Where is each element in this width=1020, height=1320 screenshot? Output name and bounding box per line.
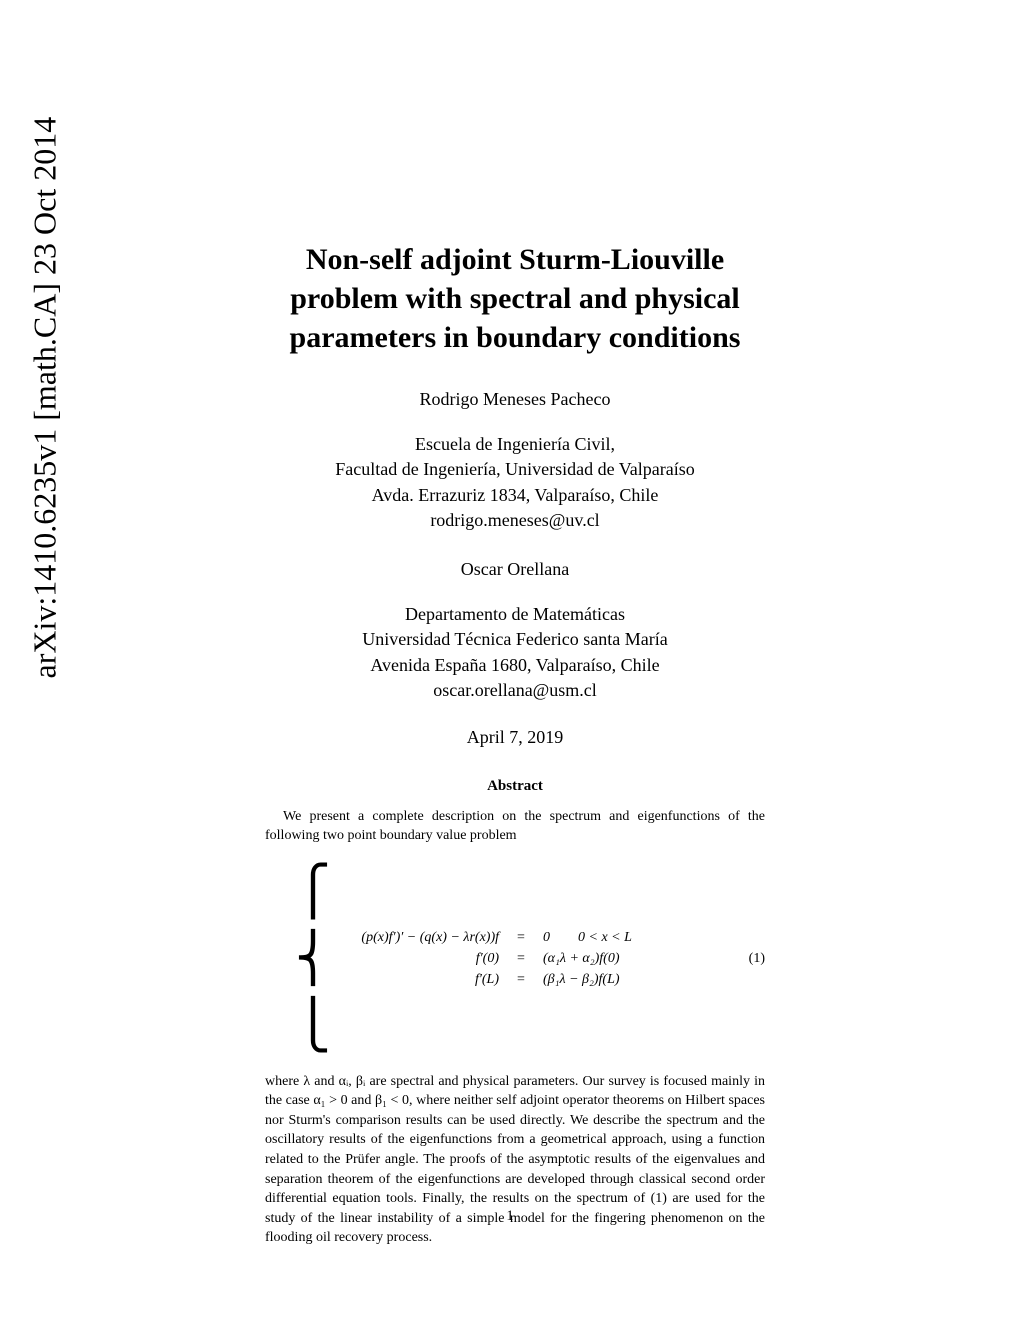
equation-brace: ⎧⎨⎩ xyxy=(295,858,331,1060)
eq3-equals: = xyxy=(511,969,531,990)
title-line-3: parameters in boundary conditions xyxy=(225,318,805,357)
equation-lines: (p(x)f′)′ − (q(x) − λr(x))f = 0 0 < x < … xyxy=(339,927,632,990)
abstract-header: Abstract xyxy=(225,778,805,795)
title-line-2: problem with spectral and physical xyxy=(225,279,805,318)
author-email-1: rodrigo.meneses@uv.cl xyxy=(225,508,805,533)
abstract-body: We present a complete description on the… xyxy=(225,807,805,1248)
author-block-1: Rodrigo Meneses Pacheco Escuela de Ingen… xyxy=(225,387,805,533)
eq1-rhs: 0 0 < x < L xyxy=(543,927,632,948)
affiliation-1-line-2: Facultad de Ingeniería, Universidad de V… xyxy=(225,457,805,482)
paper-date: April 7, 2019 xyxy=(225,727,805,748)
eq1-lhs: (p(x)f′)′ − (q(x) − λr(x))f xyxy=(339,927,499,948)
abstract-paragraph-2: where λ and αᵢ, βᵢ are spectral and phys… xyxy=(265,1072,765,1248)
equation-content: ⎧⎨⎩ (p(x)f′)′ − (q(x) − λr(x))f = 0 0 < … xyxy=(295,858,632,1060)
affiliation-1-line-3: Avda. Errazuriz 1834, Valparaíso, Chile xyxy=(225,483,805,508)
author-name-1: Rodrigo Meneses Pacheco xyxy=(225,387,805,412)
equation-line-1: (p(x)f′)′ − (q(x) − λr(x))f = 0 0 < x < … xyxy=(339,927,632,948)
equation-block: ⎧⎨⎩ (p(x)f′)′ − (q(x) − λr(x))f = 0 0 < … xyxy=(265,858,765,1060)
eq2-lhs: f′(0) xyxy=(339,948,499,969)
author-name-2: Oscar Orellana xyxy=(225,557,805,582)
affiliation-2-line-2: Universidad Técnica Federico santa María xyxy=(225,627,805,652)
paper-title: Non-self adjoint Sturm-Liouville problem… xyxy=(225,240,805,357)
paper-content: Non-self adjoint Sturm-Liouville problem… xyxy=(225,240,805,1248)
eq2-equals: = xyxy=(511,948,531,969)
abstract-paragraph-1: We present a complete description on the… xyxy=(265,807,765,846)
equation-number: (1) xyxy=(749,949,765,969)
page-number: 1 xyxy=(506,1208,514,1225)
eq2-rhs: (α₁λ + α₂)f(0) xyxy=(543,948,619,969)
eq3-rhs: (β₁λ − β₂)f(L) xyxy=(543,969,620,990)
author-email-2: oscar.orellana@usm.cl xyxy=(225,678,805,703)
equation-line-2: f′(0) = (α₁λ + α₂)f(0) xyxy=(339,948,632,969)
eq1-equals: = xyxy=(511,927,531,948)
affiliation-1-line-1: Escuela de Ingeniería Civil, xyxy=(225,432,805,457)
affiliation-2-line-1: Departamento de Matemáticas xyxy=(225,602,805,627)
title-line-1: Non-self adjoint Sturm-Liouville xyxy=(225,240,805,279)
arxiv-stamp: arXiv:1410.6235v1 [math.CA] 23 Oct 2014 xyxy=(27,117,64,679)
affiliation-2-line-3: Avenida España 1680, Valparaíso, Chile xyxy=(225,653,805,678)
equation-line-3: f′(L) = (β₁λ − β₂)f(L) xyxy=(339,969,632,990)
author-block-2: Oscar Orellana Departamento de Matemátic… xyxy=(225,557,805,703)
eq3-lhs: f′(L) xyxy=(339,969,499,990)
